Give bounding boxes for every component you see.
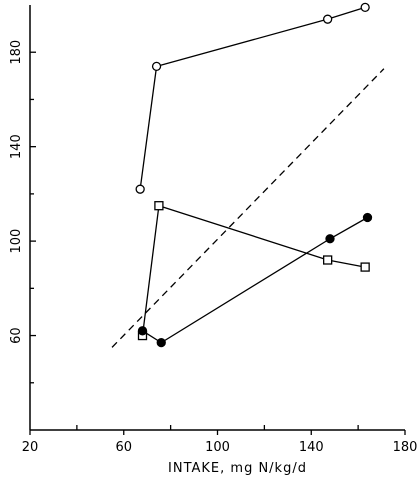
data-point-open-circle	[151, 61, 162, 72]
y-tick-label: 140	[9, 134, 24, 159]
data-point-square	[154, 201, 164, 211]
data-point-filled-circle	[137, 326, 148, 336]
data-point-filled-circle	[325, 234, 335, 244]
data-point-open-circle	[360, 2, 370, 13]
data-point-filled-circle	[362, 212, 373, 223]
series-layer	[111, 2, 385, 348]
x-tick-label: 20	[22, 440, 39, 455]
x-tick-label: 60	[115, 440, 132, 455]
data-point-open-circle	[135, 184, 145, 194]
dashed-reference-line	[111, 68, 385, 348]
data-point-filled-circle	[156, 337, 166, 348]
x-axis-label: INTAKE, mg N/kg/d	[168, 461, 307, 476]
data-point-open-circle	[323, 14, 333, 24]
y-tick-label: 100	[9, 229, 24, 254]
series-3-line	[142, 216, 368, 344]
x-tick-label: 100	[205, 440, 230, 455]
ticks: 20 60 100 140 180 60 100 140 180	[9, 40, 417, 455]
series-2-line	[141, 204, 366, 336]
y-tick-label: 180	[9, 40, 24, 65]
x-tick-label: 180	[393, 440, 418, 455]
series-1-line	[139, 6, 366, 190]
data-point-square	[360, 262, 370, 272]
axes	[29, 5, 405, 431]
data-point-square	[323, 255, 333, 265]
x-tick-label: 140	[299, 440, 324, 455]
y-tick-label: 60	[9, 327, 24, 344]
